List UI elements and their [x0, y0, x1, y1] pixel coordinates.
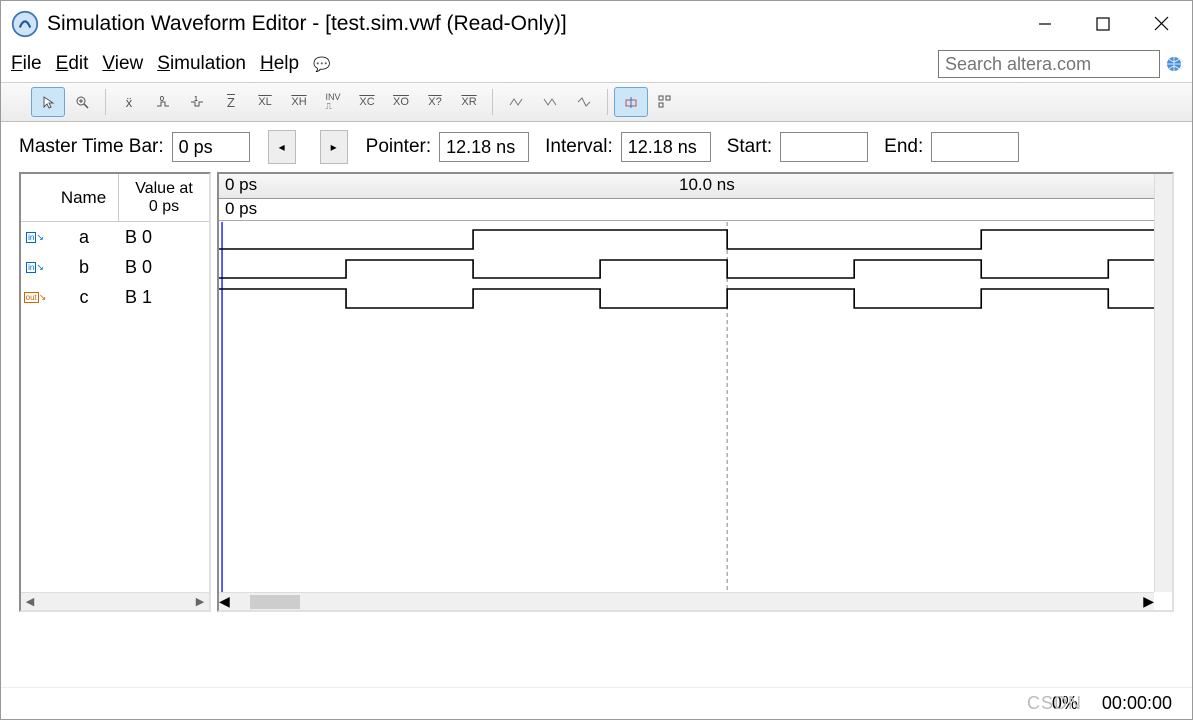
signal-direction-icon: out↘: [21, 292, 49, 303]
tool-xc[interactable]: XC: [350, 87, 384, 117]
status-bar: 0% CSDN 00:00:00: [1, 687, 1192, 719]
master-time-value[interactable]: 0 ps: [172, 132, 250, 162]
window-controls: [1016, 4, 1190, 44]
tool-xh[interactable]: XH: [282, 87, 316, 117]
feedback-icon[interactable]: 💬: [313, 56, 330, 73]
name-column-header[interactable]: Name: [49, 174, 119, 221]
pointer-label: Pointer:: [366, 136, 431, 158]
status-time: 00:00:00: [1102, 693, 1172, 714]
signal-name: c: [49, 287, 119, 308]
interval-value: 12.18 ns: [621, 132, 711, 162]
signal-row[interactable]: in↘ b B 0: [21, 252, 209, 282]
tool-snap3[interactable]: [567, 87, 601, 117]
menu-view[interactable]: View: [102, 53, 143, 75]
time-controls-bar: Master Time Bar: 0 ps ◂ ▸ Pointer: 12.18…: [1, 122, 1192, 172]
signal-row[interactable]: out↘ c B 1: [21, 282, 209, 312]
watermark: CSDN: [1027, 693, 1082, 714]
master-time-label: Master Time Bar:: [19, 136, 164, 158]
tool-z[interactable]: Z: [214, 87, 248, 117]
tool-snap2[interactable]: [533, 87, 567, 117]
tool-xx[interactable]: ẍ: [112, 87, 146, 117]
time-ruler-sub[interactable]: 0 ps: [219, 199, 1172, 221]
waveform-canvas[interactable]: [219, 222, 1154, 592]
tool-snap1[interactable]: [499, 87, 533, 117]
tool-inv[interactable]: INV⎍: [316, 87, 350, 117]
minimize-button[interactable]: [1016, 4, 1074, 44]
signal-name: a: [49, 227, 119, 248]
value-column-header[interactable]: Value at 0 ps: [119, 174, 209, 221]
ruler-start: 0 ps: [225, 175, 257, 195]
window-title: Simulation Waveform Editor - [test.sim.v…: [47, 12, 1016, 36]
globe-icon[interactable]: [1166, 56, 1182, 72]
title-bar: Simulation Waveform Editor - [test.sim.v…: [1, 1, 1192, 46]
tool-grid-snap[interactable]: [614, 87, 648, 117]
signal-header: Name Value at 0 ps: [21, 174, 209, 222]
ruler-mark: 10.0 ns: [679, 175, 735, 195]
tool-high[interactable]: 1: [180, 87, 214, 117]
ruler2-start: 0 ps: [225, 199, 257, 219]
signal-list-panel: Name Value at 0 ps in↘ a B 0in↘ b B 0out…: [19, 172, 211, 612]
time-prev-button[interactable]: ◂: [268, 130, 296, 164]
time-ruler[interactable]: 0 ps 10.0 ns: [219, 174, 1172, 199]
signal-value: B 0: [119, 227, 209, 248]
signal-direction-icon: in↘: [21, 232, 49, 243]
signal-row[interactable]: in↘ a B 0: [21, 222, 209, 252]
tool-xl[interactable]: XL: [248, 87, 282, 117]
app-icon: [11, 10, 39, 38]
menu-help[interactable]: Help: [260, 53, 299, 75]
end-value[interactable]: [931, 132, 1019, 162]
tool-low[interactable]: 0: [146, 87, 180, 117]
tool-pointer[interactable]: [31, 87, 65, 117]
interval-label: Interval:: [545, 136, 613, 158]
menu-bar: File Edit View Simulation Help 💬: [1, 46, 1192, 82]
signal-direction-icon: in↘: [21, 262, 49, 273]
end-label: End:: [884, 136, 923, 158]
start-label: Start:: [727, 136, 772, 158]
signal-value: B 0: [119, 257, 209, 278]
tool-xr[interactable]: XR: [452, 87, 486, 117]
start-value[interactable]: [780, 132, 868, 162]
waveform-v-scrollbar[interactable]: [1154, 174, 1172, 592]
menu-edit[interactable]: Edit: [56, 53, 89, 75]
waveform-h-scrollbar[interactable]: ◀▶: [219, 592, 1154, 610]
workspace: Name Value at 0 ps in↘ a B 0in↘ b B 0out…: [1, 172, 1192, 612]
signal-name: b: [49, 257, 119, 278]
maximize-button[interactable]: [1074, 4, 1132, 44]
menu-file[interactable]: File: [11, 53, 42, 75]
search-input[interactable]: [938, 50, 1160, 78]
tool-xq[interactable]: X?: [418, 87, 452, 117]
toolbar: ẍ 0 1 Z XL XH INV⎍ XC XO X? XR: [1, 82, 1192, 122]
time-next-button[interactable]: ▸: [320, 130, 348, 164]
pointer-value: 12.18 ns: [439, 132, 529, 162]
tool-grid-options[interactable]: [648, 87, 682, 117]
tool-zoom[interactable]: [65, 87, 99, 117]
menu-simulation[interactable]: Simulation: [157, 53, 246, 75]
close-button[interactable]: [1132, 4, 1190, 44]
waveform-panel: 0 ps 10.0 ns 0 ps ◀▶: [217, 172, 1174, 612]
signal-value: B 1: [119, 287, 209, 308]
signal-panel-h-scrollbar[interactable]: ◀▶: [21, 592, 209, 610]
tool-xo[interactable]: XO: [384, 87, 418, 117]
